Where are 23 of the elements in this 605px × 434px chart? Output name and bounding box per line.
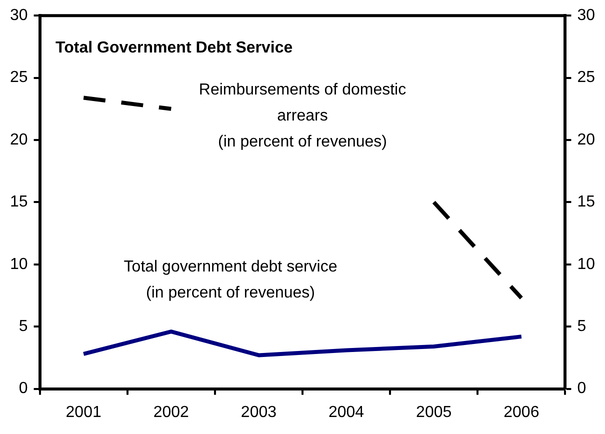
y-tick-label: 25: [10, 69, 28, 86]
x-tick-label: 2005: [416, 404, 452, 421]
y2-tick-label: 30: [577, 7, 596, 24]
y2-tick-label: 20: [577, 131, 596, 148]
y-tick-label: 15: [10, 194, 28, 211]
y2-tick-label: 15: [577, 194, 596, 211]
series-label: Reimbursements of domestic arrears (in percent of revenues): [198, 82, 406, 151]
y2-tick-label: 5: [577, 318, 586, 336]
y2-tick-label: 10: [577, 256, 596, 273]
text: Total government debt service (in percent of revenues): [124, 258, 338, 302]
x-tick-label: 2003: [240, 404, 277, 421]
y2-tick-label: 0: [577, 380, 586, 398]
y-tick-label: 0: [18, 380, 28, 398]
y2-tick-label: 25: [577, 69, 596, 86]
x-tick-label: 2004: [328, 404, 364, 421]
y-tick-label: 10: [10, 256, 28, 273]
x-tick-label: 2006: [504, 404, 540, 421]
x-tick-label: 2001: [66, 404, 102, 421]
x-tick-label: 2002: [153, 404, 190, 421]
y-tick-label: 20: [10, 131, 28, 148]
text: Total Government Debt Service: [56, 39, 293, 56]
y-tick-label: 5: [18, 318, 28, 336]
y-tick-label: 30: [10, 7, 28, 24]
